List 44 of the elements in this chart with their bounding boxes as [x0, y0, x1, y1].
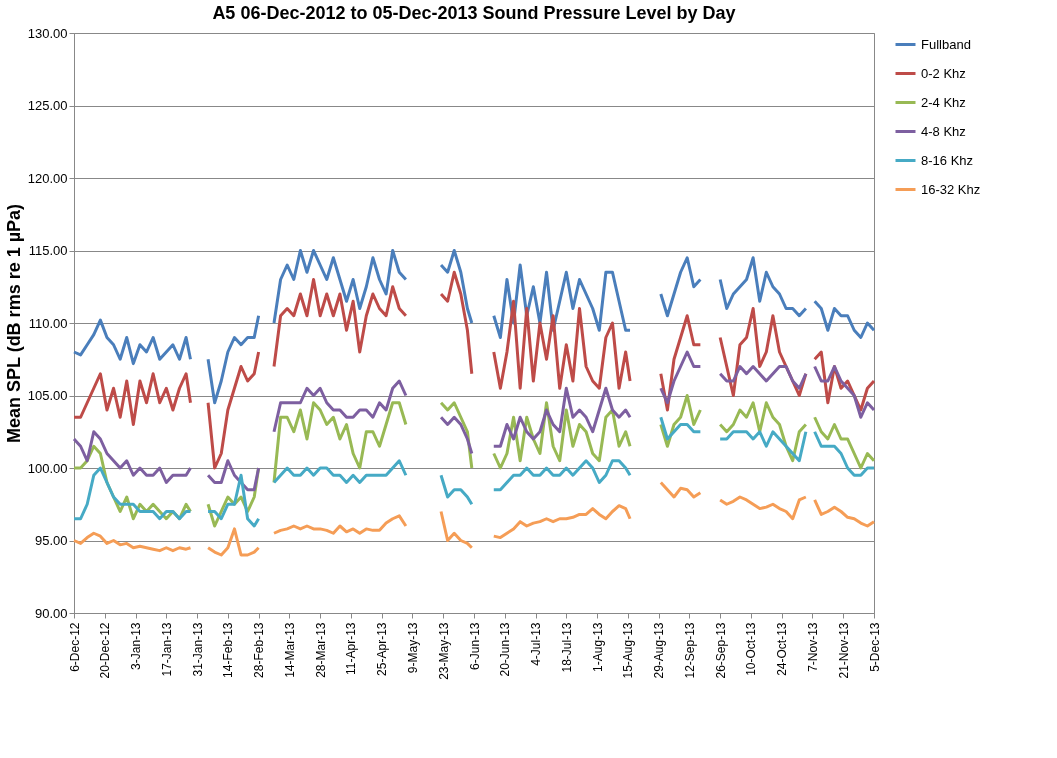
x-tick-label: 21-Nov-13: [836, 622, 851, 679]
y-tick-label: 110.00: [28, 315, 68, 331]
x-tick-label: 14-Feb-13: [221, 622, 236, 678]
x-tick-label: 23-May-13: [436, 622, 451, 680]
x-tick-label: 5-Dec-13: [867, 622, 882, 672]
legend-label: Fullband: [921, 36, 971, 52]
chart-title: A5 06-Dec-2012 to 05-Dec-2013 Sound Pressure Level by Day: [212, 3, 736, 23]
x-tick-label: 14-Mar-13: [282, 622, 297, 678]
x-tick-label: 28-Mar-13: [313, 622, 328, 678]
y-axis-title: Mean SPL (dB rms re 1 µPa): [3, 203, 24, 444]
legend-label: 8-16 Khz: [921, 152, 974, 168]
x-tick-label: 4-Jul-13: [529, 622, 544, 666]
x-tick-label: 11-Apr-13: [344, 622, 359, 675]
legend-label: 2-4 Khz: [921, 94, 966, 110]
x-tick-label: 31-Jan-13: [190, 622, 205, 677]
x-tick-label: 10-Oct-13: [744, 622, 759, 676]
x-tick-label: 7-Nov-13: [805, 622, 820, 672]
legend-label: 0-2 Khz: [921, 65, 966, 81]
y-tick-label: 125.00: [27, 98, 68, 113]
y-tick-label: 120.00: [27, 170, 68, 186]
y-tick-label: 105.00: [27, 388, 68, 403]
y-tick-label: 90.00: [34, 605, 68, 621]
x-tick-label: 6-Jun-13: [467, 622, 482, 670]
x-tick-label: 29-Aug-13: [652, 622, 667, 679]
legend-label: 4-8 Khz: [921, 123, 966, 139]
x-tick-label: 25-Apr-13: [375, 622, 390, 676]
x-tick-label: 20-Dec-12: [98, 622, 113, 679]
x-tick-label: 1-Aug-13: [590, 622, 605, 672]
legend-label: 16-32 Khz: [921, 181, 981, 197]
x-tick-label: 6-Dec-12: [67, 622, 82, 672]
y-tick-label: 100.00: [27, 460, 68, 476]
x-tick-label: 17-Jan-13: [159, 622, 174, 677]
y-tick-label: 115.00: [28, 243, 68, 258]
x-tick-label: 28-Feb-13: [252, 622, 267, 678]
x-tick-label: 18-Jul-13: [559, 622, 574, 673]
x-tick-label: 24-Oct-13: [775, 622, 790, 676]
y-tick-label: 130.00: [27, 25, 68, 41]
x-tick-label: 15-Aug-13: [621, 622, 636, 679]
y-tick-label: 95.00: [34, 533, 68, 548]
x-tick-label: 20-Jun-13: [498, 622, 513, 677]
x-tick-label: 26-Sep-13: [713, 622, 728, 679]
x-tick-label: 9-May-13: [405, 622, 420, 674]
x-tick-label: 12-Sep-13: [682, 622, 697, 679]
x-tick-label: 3-Jan-13: [129, 622, 144, 670]
